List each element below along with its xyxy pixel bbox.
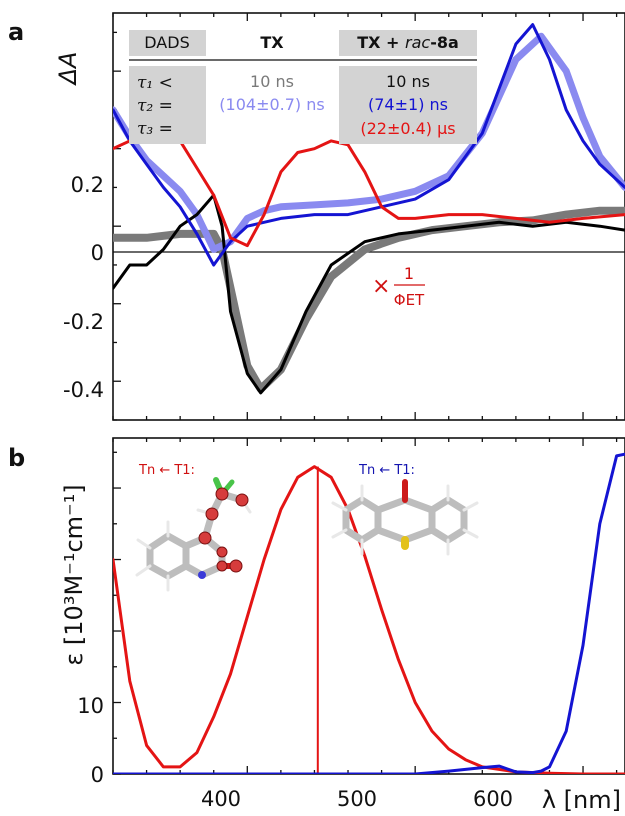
series-line-a-0 <box>113 206 625 393</box>
table-row-label-2: τ₂ = <box>137 96 173 116</box>
panel-a-series <box>113 23 625 395</box>
panel-a-label: a <box>8 18 24 46</box>
table-header-dads: DADS <box>144 33 189 52</box>
series-line-b-0 <box>113 465 625 774</box>
molecule-label-blue: Tn ← T1: <box>358 463 415 478</box>
xtick-label-500: 500 <box>337 787 377 811</box>
table-row-label-1: τ₁ < <box>137 73 173 93</box>
x-axis-title: λ [nm] <box>542 786 621 814</box>
panel-a-frame <box>112 12 625 421</box>
ytick-label-a-0.2: 0.2 <box>71 173 104 197</box>
table-label-bg <box>129 66 206 144</box>
table-txrac-tau3: (22±0.4) µs <box>360 119 455 138</box>
dads-table: DADS TX TX + rac-8a τ₁ < τ₂ = τ₃ = 10 ns… <box>129 30 477 144</box>
series-line-b-1 <box>113 452 625 774</box>
table-tx-tau2: (104±0.7) ns <box>219 95 324 114</box>
scale-times: × <box>372 274 390 299</box>
molecule-blue-structure <box>331 479 479 556</box>
molecule-label-red: Tn ← T1: <box>138 463 195 478</box>
ytick-label-b-10: 10 <box>77 694 104 718</box>
table-header-txrac: TX + rac-8a <box>357 33 459 52</box>
scale-denominator: ΦET <box>394 291 425 309</box>
ticks-a <box>112 13 618 421</box>
y-axis-title-a: ΔA <box>54 52 82 87</box>
ticks-b <box>112 438 618 775</box>
series-line-a-3 <box>113 23 625 267</box>
scale-numerator: 1 <box>404 264 414 283</box>
table-header-txrac-bg <box>339 30 477 56</box>
table-tx-tau1: 10 ns <box>250 72 294 91</box>
panel-b-series <box>113 452 625 774</box>
ytick-label-a-neg0.2: -0.2 <box>63 310 104 334</box>
table-header-dads-bg <box>129 30 206 56</box>
table-header-txrac-italic: rac <box>405 33 430 52</box>
table-header-txrac-prefix: TX + <box>357 33 405 52</box>
scale-annotation: × 1 ΦET <box>372 264 425 309</box>
table-txrac-tau1: 10 ns <box>386 72 430 91</box>
ytick-label-a-0: 0 <box>91 241 104 265</box>
panel-b-label: b <box>8 444 25 472</box>
table-header-tx: TX <box>260 33 284 52</box>
molecule-red-structure <box>135 477 252 592</box>
table-txrac-bg <box>339 66 477 144</box>
table-row-label-3: τ₃ = <box>137 119 173 139</box>
table-txrac-tau2: (74±1) ns <box>368 95 448 114</box>
series-line-a-2 <box>113 193 625 395</box>
table-header-txrac-suffix: -8a <box>430 33 459 52</box>
panel-b-frame <box>112 437 625 775</box>
ytick-label-a-neg0.4: -0.4 <box>63 378 104 402</box>
series-line-a-1 <box>113 32 625 253</box>
xtick-label-400: 400 <box>201 787 241 811</box>
ytick-label-b-0: 0 <box>91 763 104 787</box>
xtick-label-600: 600 <box>473 787 513 811</box>
y-axis-title-b: ε [10³M⁻¹cm⁻¹] <box>60 484 88 665</box>
